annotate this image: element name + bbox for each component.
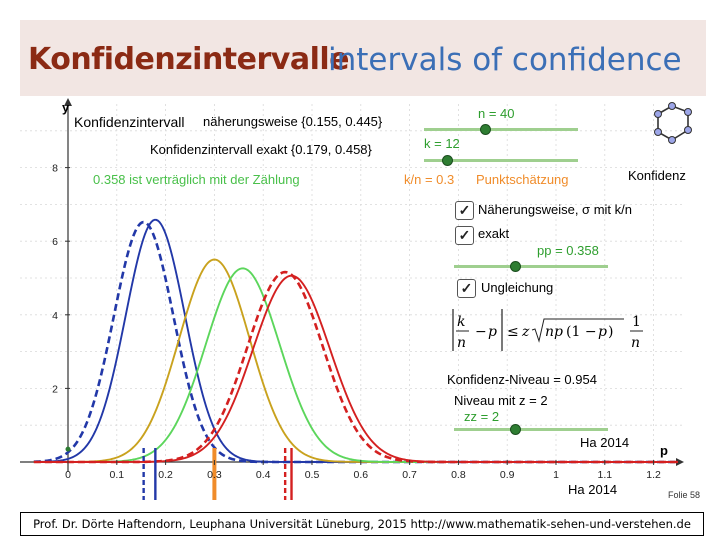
svg-text:1: 1: [632, 314, 641, 330]
confidence-level: Konfidenz-Niveau = 0.954: [447, 372, 597, 387]
x-tick-label: 1.1: [597, 469, 612, 481]
x-tick-label: 0.1: [109, 469, 124, 481]
tick-labels: 0 0.1 0.2 0.3 0.4 0.5 0.6 0.7 0.8 0.9 1 1.1 1.2 2 4 6 8: [52, 163, 661, 481]
x-tick-label: 0.7: [402, 469, 417, 481]
density-curve-3: [33, 267, 678, 463]
slide-number: Folie 58: [668, 490, 701, 500]
zz-slider-handle[interactable]: [510, 424, 521, 435]
svg-text:n: n: [631, 335, 640, 351]
svg-text:−: −: [475, 324, 487, 340]
approx-interval-label: Konfidenzintervall: [74, 114, 185, 130]
svg-text:≤: ≤: [507, 324, 519, 340]
zz-slider-track[interactable]: [454, 428, 608, 431]
x-tick-label: 0.8: [451, 469, 466, 481]
origin-point: [65, 446, 71, 452]
approx-interval-value: näherungsweise {0.155, 0.445}: [203, 114, 383, 129]
page-title-english: intervals of confidence: [328, 42, 682, 78]
exact-interval-value: Konfidenzintervall exakt {0.179, 0.458}: [150, 142, 372, 157]
density-curve-4: [33, 270, 678, 464]
x-axis-label: p: [660, 443, 668, 458]
check-icon: ✓: [458, 202, 471, 218]
svg-text:z: z: [521, 324, 530, 340]
pp-slider-handle[interactable]: [510, 261, 521, 272]
svg-text:): ): [608, 324, 613, 340]
zz-slider-label: zz = 2: [464, 409, 500, 424]
inequality-checkbox[interactable]: ✓: [457, 279, 476, 298]
exact-checkbox[interactable]: ✓: [455, 226, 474, 245]
title-bar: Konfidenzintervalle intervals of confide…: [20, 20, 706, 96]
check-icon: ✓: [458, 227, 471, 243]
x-tick-label: 0.5: [305, 469, 320, 481]
svg-text:p: p: [488, 324, 497, 340]
x-tick-label: 0.4: [256, 469, 271, 481]
exact-checkbox-label: exakt: [478, 226, 510, 241]
interval-markers: [65, 446, 293, 500]
pp-slider-label: pp = 0.358: [537, 243, 599, 258]
y-axis-label: y: [62, 100, 70, 115]
y-tick-label: 2: [52, 383, 58, 395]
n-slider-label: n = 40: [478, 106, 515, 121]
x-tick-label: 0: [65, 469, 71, 481]
level-with-z: Niveau mit z = 2: [454, 393, 548, 408]
x-axis-arrow: [676, 458, 684, 466]
check-icon: ✓: [460, 280, 473, 296]
y-tick-label: 6: [52, 236, 58, 248]
inequality-checkbox-label: Ungleichung: [481, 280, 554, 295]
point-estimate-label: Punktschätzung: [476, 172, 569, 187]
kn-value: k/n = 0.3: [404, 172, 455, 187]
density-curves: [33, 218, 678, 464]
svg-text:np: np: [545, 324, 563, 340]
k-slider-label: k = 12: [424, 136, 460, 151]
y-tick-label: 8: [52, 163, 58, 175]
y-axis-arrow: [64, 98, 72, 106]
density-curve-5: [33, 274, 678, 463]
svg-text:(1 −: (1 −: [566, 324, 597, 340]
author-tag-right: Ha 2014: [580, 435, 630, 450]
k-slider-track[interactable]: [424, 159, 578, 162]
confidence-plot: 0 0.1 0.2 0.3 0.4 0.5 0.6 0.7 0.8 0.9 1 1.1 1.2 2 4 6 8: [20, 98, 685, 500]
x-tick-label: 0.9: [500, 469, 515, 481]
author-tag-bottom: Ha 2014: [568, 482, 618, 497]
svg-text:k: k: [457, 314, 465, 330]
page-title-german: Konfidenzintervalle: [28, 42, 350, 77]
n-slider-track[interactable]: [424, 128, 578, 131]
approx-checkbox-label: Näherungsweise, σ mit k/n: [478, 202, 632, 217]
pp-slider-track[interactable]: [454, 265, 608, 268]
x-tick-label: 0.2: [158, 469, 173, 481]
konfidenz-polygon-icon[interactable]: [648, 100, 698, 148]
approx-checkbox[interactable]: ✓: [455, 201, 474, 220]
svg-text:n: n: [457, 335, 466, 351]
k-slider-handle[interactable]: [442, 155, 453, 166]
x-tick-label: 1: [553, 469, 559, 481]
y-tick-label: 4: [52, 310, 58, 322]
x-tick-label: 0.6: [353, 469, 368, 481]
konfidenz-label: Konfidenz: [628, 168, 686, 183]
x-tick-label: 0.3: [207, 469, 222, 481]
compatibility-text: 0.358 ist verträglich mit der Zählung: [93, 172, 300, 187]
n-slider-handle[interactable]: [480, 124, 491, 135]
x-tick-label: 1.2: [646, 469, 661, 481]
footer-credit: Prof. Dr. Dörte Haftendorn, Leuphana Uni…: [20, 512, 704, 536]
inequality-formula: k n − p ≤ z np (1 − p ) 1 n: [452, 309, 643, 351]
svg-text:p: p: [598, 324, 607, 340]
